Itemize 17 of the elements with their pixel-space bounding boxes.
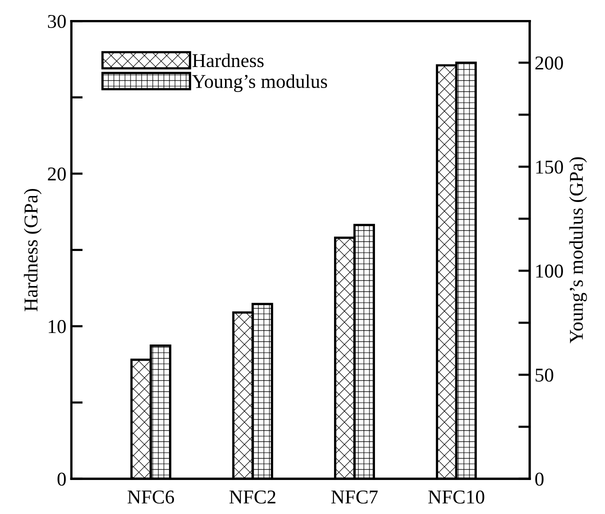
y-tick-label: 0 <box>58 472 66 486</box>
y2-tick-label: 0 <box>535 472 544 486</box>
x-tick-label: NFC10 <box>428 490 484 504</box>
y-tick-label: 10 <box>48 320 66 334</box>
y-axis-title: Hardness (GPa) <box>24 188 42 312</box>
y-tick-label: 30 <box>48 14 66 28</box>
x-tick-label: NFC6 <box>128 490 174 504</box>
y2-tick-label: 50 <box>536 368 554 382</box>
x-tick-label: NFC7 <box>331 490 378 504</box>
x-tick-label: NFC2 <box>229 490 276 504</box>
y-tick-label: 20 <box>48 167 66 181</box>
y2-tick-label: 100 <box>536 264 563 278</box>
y2-axis-title: Young’s modulus (GPa) <box>569 157 587 344</box>
legend-label: Young’s modulus <box>192 74 328 92</box>
legend-label: Hardness <box>192 53 264 68</box>
y2-tick-label: 200 <box>535 56 563 70</box>
y2-tick-label: 150 <box>536 160 563 174</box>
